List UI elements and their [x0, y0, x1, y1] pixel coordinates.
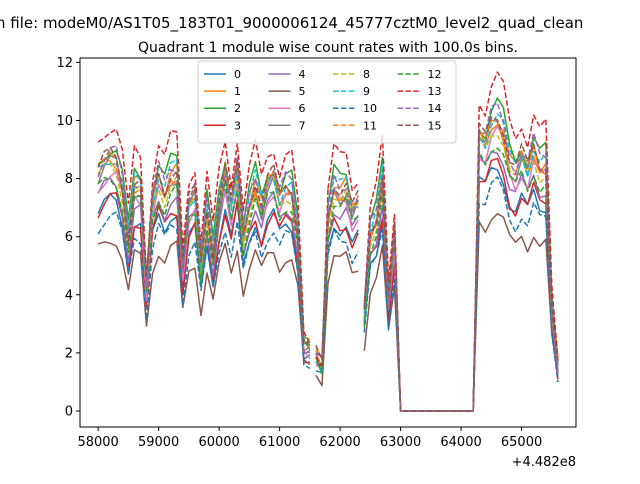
legend-label-3: 3 [234, 119, 241, 132]
legend-label-13: 13 [428, 85, 442, 98]
y-tick-label: 2 [65, 346, 73, 361]
y-tick-label: 10 [56, 114, 73, 129]
plot-lines [97, 71, 559, 412]
axes-frame [79, 57, 577, 428]
legend-label-5: 5 [299, 85, 306, 98]
y-tick-label: 8 [65, 172, 73, 187]
legend-label-11: 11 [363, 119, 377, 132]
legend-label-10: 10 [363, 102, 377, 115]
x-tick-label: 60000 [198, 435, 239, 450]
x-tick-label: 58000 [77, 435, 118, 450]
legend-label-6: 6 [299, 102, 306, 115]
series-line-12 [97, 147, 559, 412]
legend-frame [197, 60, 457, 144]
y-tick-label: 0 [65, 405, 73, 420]
series-line-15 [97, 116, 559, 412]
legend-label-1: 1 [234, 85, 241, 98]
legend-label-8: 8 [363, 68, 370, 81]
y-tick-label: 6 [65, 230, 73, 245]
x-tick-label: 65000 [501, 435, 542, 450]
series-line-13 [97, 71, 559, 412]
x-tick-label: 59000 [138, 435, 179, 450]
y-tick-label: 4 [65, 288, 73, 303]
legend-label-15: 15 [428, 119, 442, 132]
x-axis: 58000 59000 60000 61000 62000 63000 64000 65000 [77, 427, 542, 450]
legend-label-4: 4 [299, 68, 306, 81]
legend-label-9: 9 [363, 85, 370, 98]
x-axis-offset-label: +4.482e8 [512, 455, 576, 470]
y-axis: 0 2 4 6 8 10 12 [56, 56, 80, 420]
legend-label-7: 7 [299, 119, 306, 132]
series-line-14 [97, 102, 559, 412]
x-tick-label: 64000 [440, 435, 481, 450]
y-tick-label: 12 [56, 56, 73, 71]
x-tick-label: 62000 [319, 435, 360, 450]
chart-title: Quadrant 1 module wise count rates with … [138, 40, 518, 56]
legend-label-12: 12 [428, 68, 442, 81]
series-line-5 [97, 212, 559, 412]
x-tick-label: 63000 [380, 435, 421, 450]
x-tick-label: 61000 [259, 435, 300, 450]
legend-label-2: 2 [234, 102, 241, 115]
figure-suptitle: n file: modeM0/AS1T05_183T01_9000006124_… [0, 14, 583, 33]
legend-label-0: 0 [234, 68, 241, 81]
legend-label-14: 14 [428, 102, 442, 115]
